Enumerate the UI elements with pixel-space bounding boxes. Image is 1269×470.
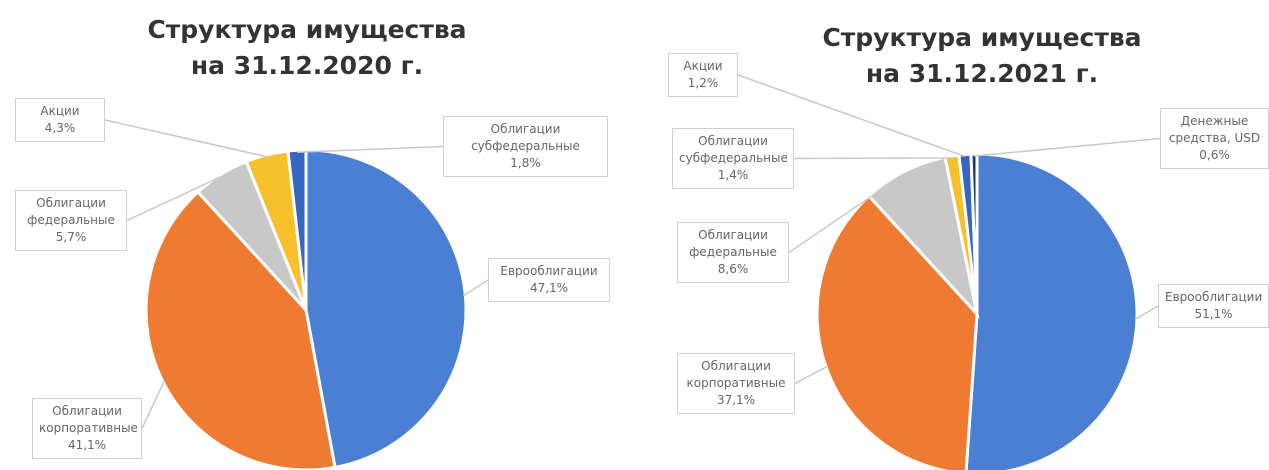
leader-line bbox=[141, 380, 166, 429]
pie-slice bbox=[144, 189, 337, 470]
pie-slice bbox=[304, 148, 468, 470]
leader-line bbox=[788, 172, 906, 254]
category-name: Акции bbox=[683, 59, 723, 73]
category-name: Еврооблигации bbox=[500, 264, 598, 278]
leader-line bbox=[973, 137, 1161, 157]
leader-line bbox=[794, 365, 829, 385]
category-name: Денежные средства, USD bbox=[1168, 114, 1261, 145]
category-name: Облигации субфедеральные bbox=[471, 122, 580, 153]
leader-line bbox=[297, 145, 444, 154]
value-label: 1,4% bbox=[717, 168, 749, 182]
data-label: Облигации федеральные 8,6% bbox=[677, 222, 789, 283]
pie-slice bbox=[964, 152, 1139, 470]
data-label: Облигации субфедеральные 1,4% bbox=[672, 128, 794, 189]
data-label: Акции 1,2% bbox=[668, 53, 738, 97]
category-name: Облигации субфедеральные bbox=[679, 134, 788, 165]
data-label: Облигации субфедеральные 1,8% bbox=[443, 116, 608, 177]
category-name: Акции bbox=[40, 104, 80, 118]
data-label: Облигации федеральные 5,7% bbox=[15, 190, 127, 251]
value-label: 1,8% bbox=[510, 156, 541, 170]
data-label: Денежные средства, USD 0,6% bbox=[1160, 108, 1269, 169]
value-label: 5,7% bbox=[55, 230, 87, 244]
leader-line bbox=[1134, 305, 1159, 321]
data-label: Еврооблигации 51,1% bbox=[1158, 284, 1269, 328]
data-label: Облигации корпоративные 41,1% bbox=[32, 398, 142, 459]
category-name: Облигации федеральные bbox=[689, 228, 777, 259]
category-name: Облигации корпоративные bbox=[39, 404, 138, 435]
leader-line bbox=[462, 279, 489, 297]
leader-line bbox=[793, 157, 953, 160]
data-label: Еврооблигации 47,1% bbox=[488, 258, 610, 302]
category-name: Облигации корпоративные bbox=[686, 359, 786, 390]
pie-slice bbox=[286, 148, 308, 311]
pie-slice bbox=[969, 152, 979, 315]
value-label: 47,1% bbox=[529, 281, 569, 295]
value-label: 37,1% bbox=[716, 393, 756, 407]
value-label: 4,3% bbox=[44, 121, 76, 135]
value-label: 1,2% bbox=[687, 76, 719, 90]
leader-line bbox=[126, 175, 223, 222]
leader-line bbox=[737, 74, 966, 158]
chart-title: Структура имущества на 31.12.2020 г. bbox=[147, 15, 467, 80]
chart-title: Структура имущества на 31.12.2021 г. bbox=[822, 23, 1142, 88]
leader-line bbox=[104, 119, 268, 158]
value-label: 8,6% bbox=[717, 262, 749, 276]
value-label: 0,6% bbox=[1199, 148, 1230, 162]
category-name: Облигации федеральные bbox=[27, 196, 115, 227]
data-label: Облигации корпоративные 37,1% bbox=[677, 353, 795, 414]
value-label: 51,1% bbox=[1194, 307, 1233, 321]
category-name: Еврооблигации bbox=[1165, 290, 1263, 304]
value-label: 41,1% bbox=[67, 438, 107, 452]
data-label: Акции 4,3% bbox=[15, 98, 105, 142]
